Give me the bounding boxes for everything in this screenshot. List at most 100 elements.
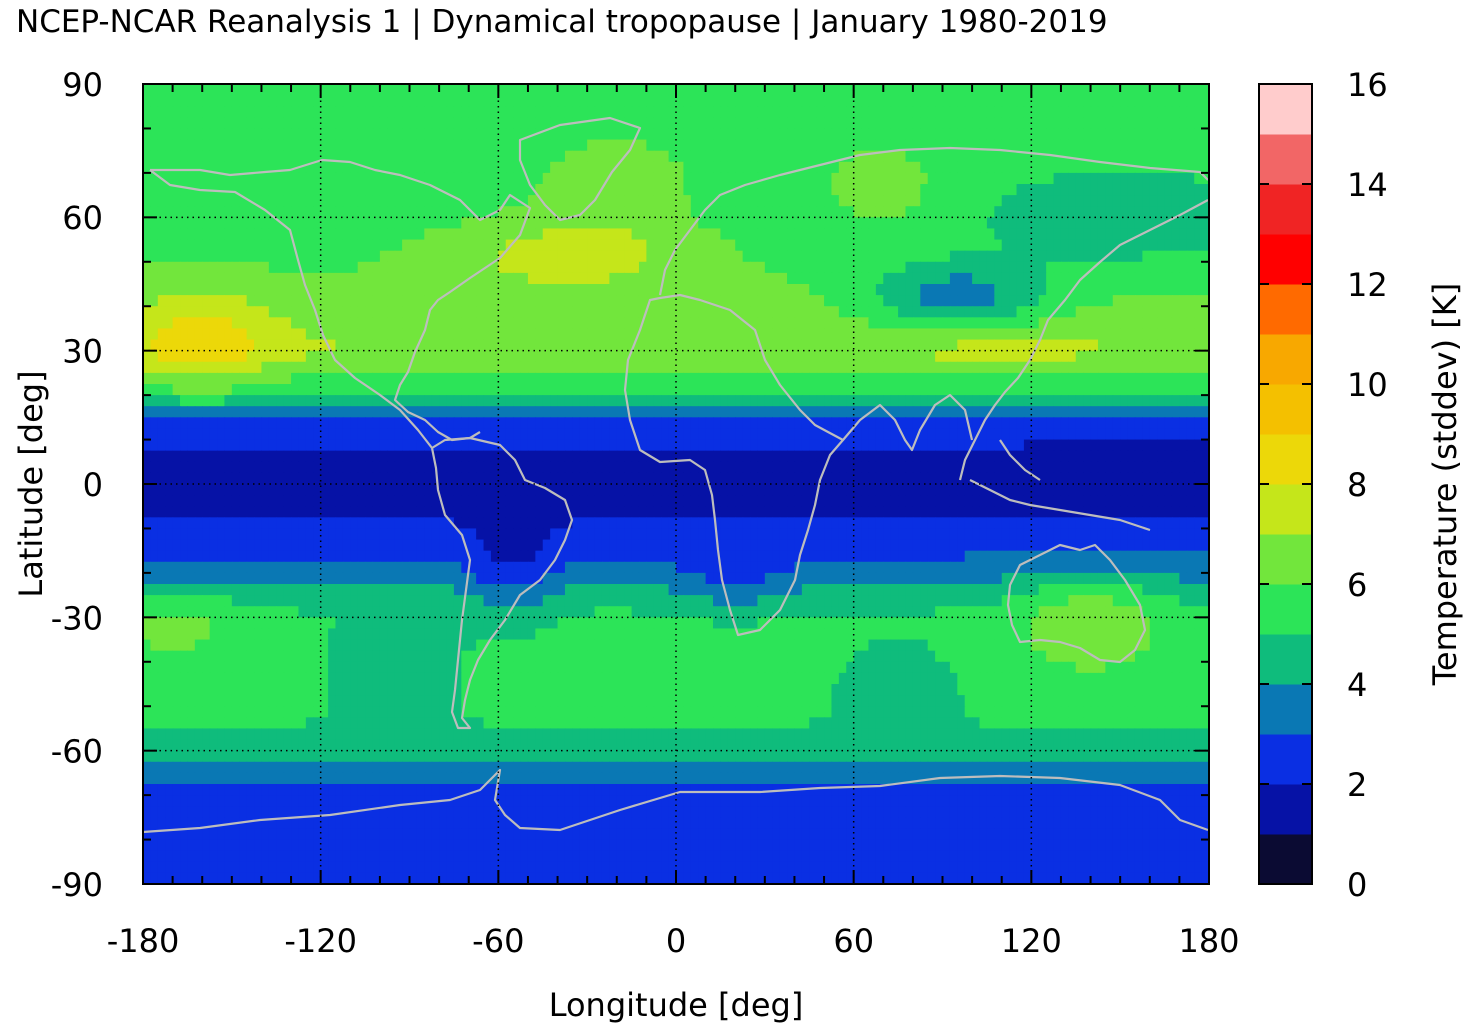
heatmap-cell bbox=[779, 284, 788, 296]
heatmap-cell bbox=[254, 361, 263, 374]
heatmap-cell bbox=[357, 428, 366, 441]
heatmap-cell bbox=[202, 406, 211, 418]
heatmap-cell bbox=[453, 284, 462, 296]
heatmap-cell bbox=[942, 361, 951, 374]
heatmap-cell bbox=[365, 406, 374, 418]
heatmap-cell bbox=[624, 172, 633, 185]
heatmap-cell bbox=[1009, 228, 1018, 241]
heatmap-cell bbox=[172, 272, 181, 285]
heatmap-cell bbox=[180, 261, 189, 274]
heatmap-cell bbox=[927, 350, 936, 363]
heatmap-cell bbox=[624, 384, 633, 396]
heatmap-cell bbox=[379, 317, 388, 330]
heatmap-cell bbox=[557, 384, 566, 396]
heatmap-cell bbox=[742, 395, 751, 407]
heatmap-cell bbox=[1090, 395, 1099, 407]
heatmap-cell bbox=[209, 284, 218, 296]
heatmap-cell bbox=[239, 439, 248, 452]
heatmap-cell bbox=[742, 161, 751, 174]
heatmap-cell bbox=[972, 339, 981, 352]
heatmap-cell bbox=[416, 306, 425, 318]
heatmap-cell bbox=[402, 428, 411, 441]
heatmap-cell bbox=[187, 239, 196, 252]
heatmap-cell bbox=[720, 284, 729, 296]
heatmap-cell bbox=[720, 461, 729, 474]
heatmap-cell bbox=[542, 239, 551, 252]
heatmap-cell bbox=[498, 306, 507, 318]
heatmap-cell bbox=[927, 172, 936, 185]
heatmap-cell bbox=[986, 217, 995, 230]
heatmap-cell bbox=[1009, 339, 1018, 352]
heatmap-cell bbox=[764, 372, 773, 385]
heatmap-cell bbox=[1142, 128, 1151, 141]
heatmap-cell bbox=[646, 417, 655, 430]
heatmap-cell bbox=[1105, 350, 1114, 363]
heatmap-cell bbox=[557, 195, 566, 207]
heatmap-cell bbox=[927, 450, 936, 463]
heatmap-cell bbox=[365, 150, 374, 163]
heatmap-cell bbox=[172, 250, 181, 263]
heatmap-cell bbox=[268, 384, 277, 396]
heatmap-cell bbox=[631, 261, 640, 274]
heatmap-cell bbox=[1097, 195, 1106, 207]
heatmap-cell bbox=[1179, 384, 1188, 396]
heatmap-cell bbox=[1112, 361, 1121, 374]
heatmap-cell bbox=[1194, 306, 1203, 318]
heatmap-cell bbox=[646, 406, 655, 418]
heatmap-cell bbox=[483, 384, 492, 396]
heatmap-cell bbox=[861, 206, 870, 218]
heatmap-cell bbox=[431, 217, 440, 230]
heatmap-cell bbox=[572, 384, 581, 396]
heatmap-cell bbox=[824, 172, 833, 185]
heatmap-cell bbox=[616, 284, 625, 296]
heatmap-cell bbox=[357, 384, 366, 396]
heatmap-cell bbox=[483, 406, 492, 418]
heatmap-cell bbox=[1127, 150, 1136, 163]
heatmap-cell bbox=[342, 306, 351, 318]
heatmap-cell bbox=[772, 228, 781, 241]
heatmap-cell bbox=[661, 117, 670, 130]
heatmap-cell bbox=[254, 261, 263, 274]
heatmap-cell bbox=[328, 361, 337, 374]
heatmap-cell bbox=[372, 339, 381, 352]
heatmap-cell bbox=[601, 250, 610, 263]
heatmap-cell bbox=[157, 128, 166, 141]
heatmap-cell bbox=[594, 84, 603, 96]
heatmap-cell bbox=[942, 128, 951, 141]
heatmap-cell bbox=[409, 417, 418, 430]
heatmap-cell bbox=[1075, 261, 1084, 274]
heatmap-cell bbox=[431, 284, 440, 296]
heatmap-cell bbox=[305, 328, 314, 341]
heatmap-cell bbox=[1083, 384, 1092, 396]
heatmap-cell bbox=[690, 339, 699, 352]
heatmap-cell bbox=[824, 361, 833, 374]
heatmap-cell bbox=[831, 272, 840, 285]
heatmap-cell bbox=[705, 95, 714, 107]
heatmap-cell bbox=[609, 84, 618, 96]
heatmap-cell bbox=[964, 195, 973, 207]
heatmap-cell bbox=[498, 328, 507, 341]
heatmap-cell bbox=[801, 206, 810, 218]
heatmap-cell bbox=[1075, 384, 1084, 396]
heatmap-cell bbox=[875, 439, 884, 452]
heatmap-cell bbox=[276, 272, 285, 285]
heatmap-cell bbox=[298, 295, 307, 307]
heatmap-cell bbox=[1060, 95, 1069, 107]
heatmap-cell bbox=[1038, 450, 1047, 463]
heatmap-cell bbox=[246, 106, 255, 118]
heatmap-cell bbox=[838, 384, 847, 396]
heatmap-cell bbox=[868, 184, 877, 196]
heatmap-cell bbox=[809, 184, 818, 196]
heatmap-cell bbox=[209, 372, 218, 385]
heatmap-cell bbox=[609, 228, 618, 241]
heatmap-cell bbox=[305, 117, 314, 130]
heatmap-cell bbox=[180, 450, 189, 463]
heatmap-cell bbox=[779, 350, 788, 363]
heatmap-cell bbox=[1060, 261, 1069, 274]
heatmap-cell bbox=[631, 306, 640, 318]
heatmap-cell bbox=[394, 295, 403, 307]
heatmap-cell bbox=[853, 195, 862, 207]
heatmap-cell bbox=[1186, 195, 1195, 207]
heatmap-cell bbox=[172, 261, 181, 274]
heatmap-cell bbox=[283, 339, 292, 352]
